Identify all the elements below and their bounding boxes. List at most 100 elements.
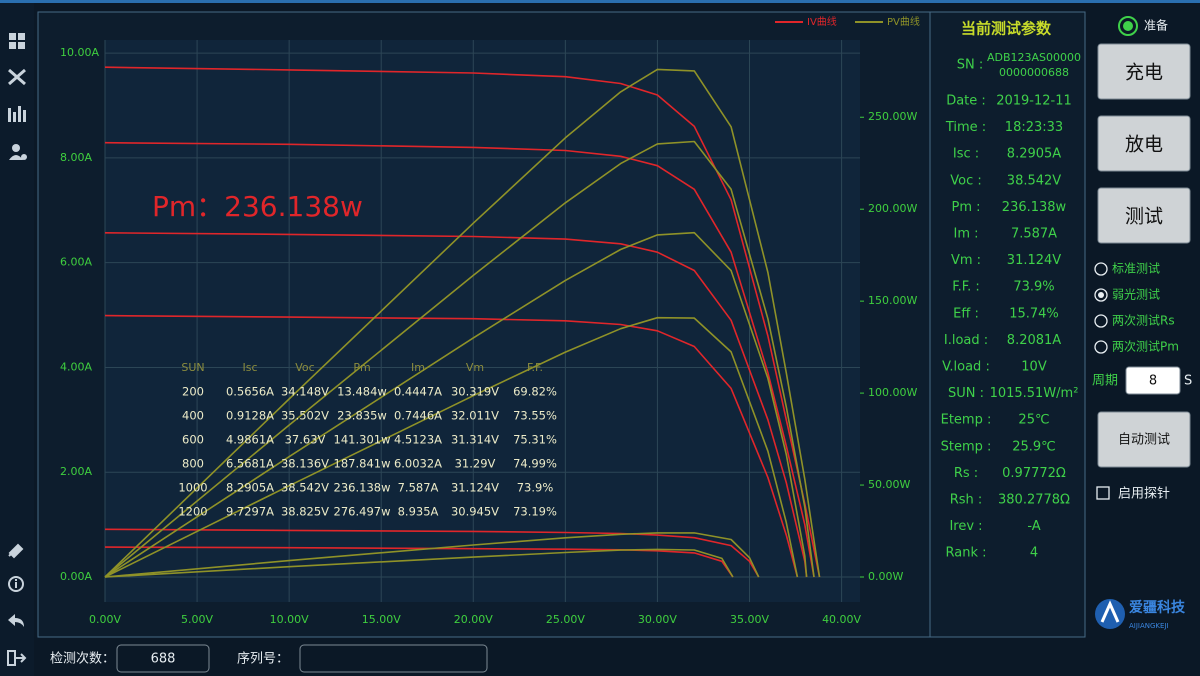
table-cell: 141.301w [334,433,391,447]
pv-curve [104,231,808,578]
table-cell: 30.319V [451,385,499,399]
stats-icon[interactable] [8,106,26,122]
param-label: Eff : [953,306,979,321]
y-tick-label: 0.00A [60,570,92,583]
mode-label: 弱光测试 [1112,287,1160,302]
param-label: V.load : [942,360,990,375]
mode-radio[interactable] [1094,288,1108,302]
table-cell: 6.5681A [226,457,274,471]
table-cell: 800 [182,457,204,471]
param-value: 73.9% [1013,280,1054,295]
pin-icon[interactable] [8,543,24,559]
user-icon[interactable] [9,144,27,160]
info-icon[interactable] [8,576,24,592]
param-value: 4 [1030,546,1038,561]
iv-curve [104,314,799,578]
table-cell: 13.484w [337,385,387,399]
table-cell: 73.19% [513,505,557,519]
sn-value: 0000000688 [999,66,1069,79]
action-button-label: 测试 [1125,206,1163,228]
mode-radio-dot [1098,292,1104,298]
legend-label: IV曲线 [807,15,837,28]
param-value: 0.97772Ω [1002,466,1066,481]
table-cell: 0.7446A [394,409,442,423]
action-button[interactable] [1097,115,1191,172]
auto-button-label: 自动测试 [1118,433,1170,448]
table-cell: 6.0032A [394,457,442,471]
table-cell: 31.29V [455,457,496,471]
table-cell: 30.945V [451,505,499,519]
table-header: SUN [181,361,204,374]
home-icon[interactable] [9,33,25,49]
table-cell: 32.011V [451,409,499,423]
table-cell: 35.502V [281,409,329,423]
table-cell: 276.497w [334,505,391,519]
sn-label: SN : [957,58,984,73]
param-label: Vm : [951,253,981,268]
iv-curve [104,141,815,578]
y-tick-label: 2.00A [60,465,92,478]
action-button[interactable] [1097,43,1191,100]
tools-icon[interactable] [8,68,26,86]
mode-label: 两次测试Rs [1112,313,1175,328]
period-box[interactable] [1125,366,1181,395]
table-header: Pm [353,361,370,374]
mode-radio[interactable] [1094,314,1108,328]
auto-button[interactable] [1097,411,1191,468]
status-indicator-dot [1123,21,1133,31]
y2-tick-label: 0.00W [868,570,903,583]
param-value: -A [1027,519,1040,534]
table-header: F.F. [527,361,543,374]
x-tick-label: 40.00V [822,613,861,626]
count-label: 检测次数： [50,651,115,667]
mode-label: 两次测试Pm [1112,339,1179,354]
logo: 爱疆科技 AIJIANGKEJI [1095,599,1186,630]
x-tick-label: 30.00V [638,613,677,626]
top-bar [0,0,1200,3]
y2-tick-label: 200.00W [868,202,917,215]
x-tick-label: 10.00V [270,613,309,626]
param-value: 7.587A [1011,227,1057,242]
param-label: Voc : [950,173,982,188]
param-value: 25℃ [1018,413,1049,428]
count-value: 688 [151,652,176,667]
table-cell: 0.5656A [226,385,274,399]
param-value: 38.542V [1007,173,1061,188]
mode-radio[interactable] [1094,340,1108,354]
pv-curve [104,316,799,578]
param-label: I.load : [944,333,988,348]
table-cell: 31.314V [451,433,499,447]
action-button[interactable] [1097,187,1191,244]
count-box[interactable] [116,644,210,673]
probe-checkbox[interactable] [1096,486,1110,500]
param-label: Rsh : [950,493,983,508]
param-label: Pm : [951,200,980,215]
param-label: SUN : [948,386,984,401]
table-cell: 75.31% [513,433,557,447]
table-cell: 1000 [178,481,207,495]
table-cell: 31.124V [451,481,499,495]
pv-curve [104,548,734,578]
params-panel [929,11,1086,638]
table-cell: 1200 [178,505,207,519]
param-label: Rs : [954,466,978,481]
param-value: 18:23:33 [1005,120,1063,135]
logo-name: 爱疆科技 [1129,599,1186,616]
exit-icon[interactable] [7,650,27,666]
table-cell: 23.835w [337,409,387,423]
status-indicator [1118,16,1138,36]
back-icon[interactable] [8,614,24,627]
param-label: Irev : [949,519,982,534]
table-cell: 400 [182,409,204,423]
x-tick-label: 0.00V [89,613,121,626]
period-unit: S [1184,374,1192,389]
plot-area [105,40,860,602]
pv-curve [104,140,815,578]
x-tick-label: 35.00V [730,613,769,626]
iv-curve [104,232,808,578]
mode-radio[interactable] [1094,262,1108,276]
serial-box[interactable] [299,644,488,673]
param-label: Isc : [953,147,979,162]
y-tick-label: 6.00A [60,256,92,269]
param-value: 31.124V [1007,253,1061,268]
